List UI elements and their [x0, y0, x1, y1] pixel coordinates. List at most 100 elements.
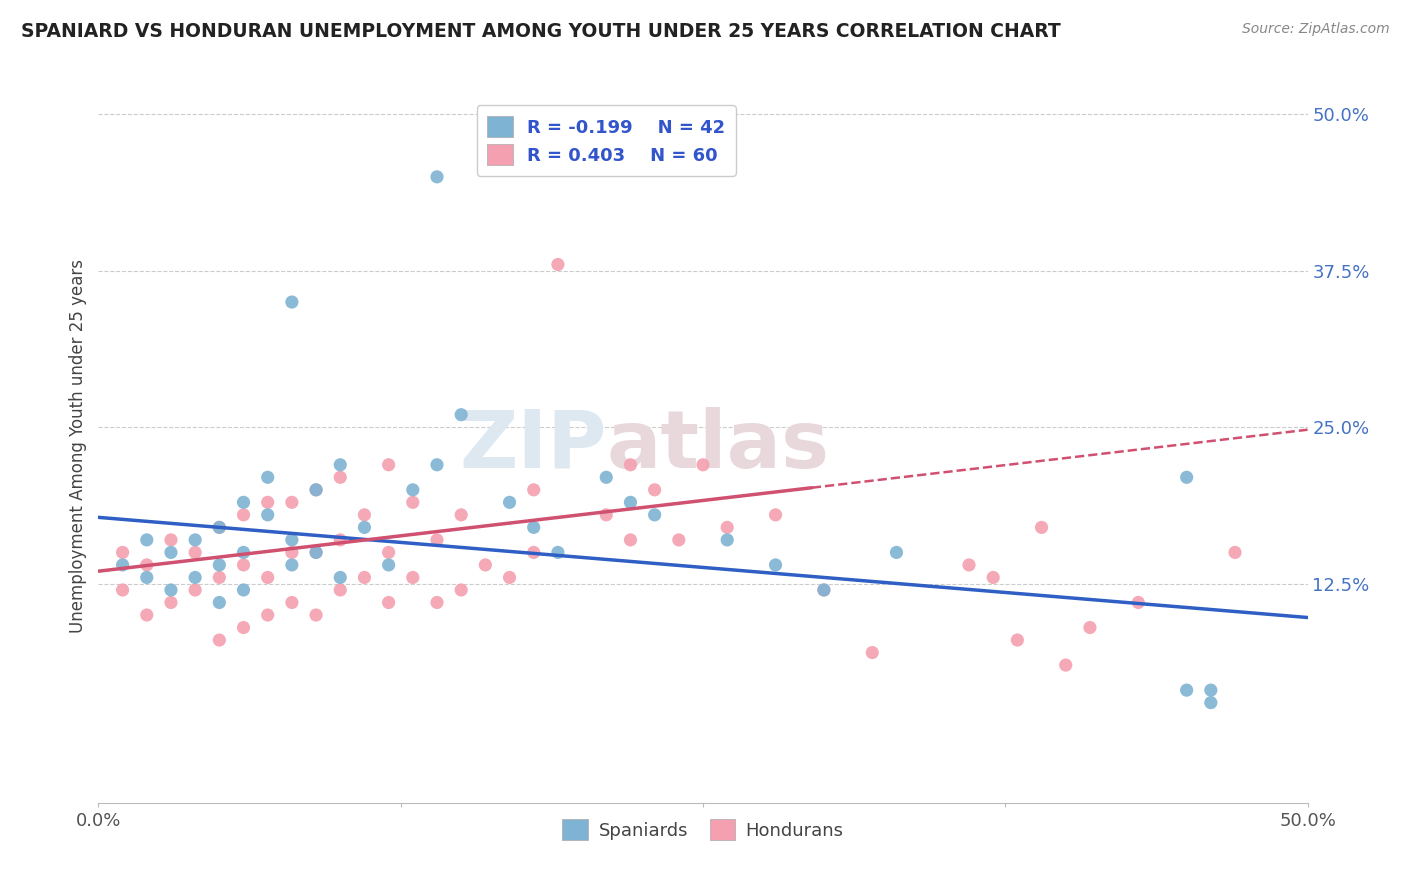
Point [232, 558, 254, 572]
Point [981, 570, 1004, 584]
Point [716, 533, 738, 547]
Point [377, 458, 399, 472]
Point [305, 545, 328, 559]
Point [813, 582, 835, 597]
Point [402, 495, 425, 509]
Point [1199, 696, 1222, 710]
Point [644, 483, 666, 497]
Point [232, 495, 254, 509]
Point [1175, 683, 1198, 698]
Point [619, 495, 641, 509]
Point [135, 558, 157, 572]
Point [619, 458, 641, 472]
Point [281, 533, 304, 547]
Point [377, 558, 399, 572]
Point [377, 595, 399, 609]
Point [329, 533, 352, 547]
Point [1031, 520, 1053, 534]
Point [377, 545, 399, 559]
Point [232, 508, 254, 522]
Point [208, 558, 231, 572]
Point [160, 582, 183, 597]
Point [256, 495, 278, 509]
Point [329, 458, 352, 472]
Point [450, 408, 472, 422]
Point [135, 533, 157, 547]
Point [402, 483, 425, 497]
Point [860, 646, 883, 660]
Point [305, 545, 328, 559]
Point [232, 621, 254, 635]
Point [426, 169, 449, 184]
Point [353, 508, 375, 522]
Point [692, 458, 714, 472]
Point [353, 570, 375, 584]
Point [886, 545, 908, 559]
Point [1223, 545, 1246, 559]
Point [184, 533, 207, 547]
Point [523, 545, 546, 559]
Point [547, 257, 569, 271]
Point [305, 607, 328, 622]
Point [256, 607, 278, 622]
Point [450, 508, 472, 522]
Point [256, 470, 278, 484]
Point [111, 582, 134, 597]
Point [329, 570, 352, 584]
Point [135, 570, 157, 584]
Point [232, 545, 254, 559]
Point [160, 545, 183, 559]
Point [232, 582, 254, 597]
Point [281, 545, 304, 559]
Point [1054, 658, 1077, 673]
Point [208, 520, 231, 534]
Point [160, 595, 183, 609]
Point [426, 458, 449, 472]
Point [160, 533, 183, 547]
Point [353, 520, 375, 534]
Text: ZIP: ZIP [458, 407, 606, 485]
Point [474, 558, 496, 572]
Point [208, 570, 231, 584]
Point [256, 508, 278, 522]
Point [523, 520, 546, 534]
Point [329, 582, 352, 597]
Point [716, 520, 738, 534]
Point [184, 545, 207, 559]
Point [305, 483, 328, 497]
Legend: Spaniards, Hondurans: Spaniards, Hondurans [555, 812, 851, 847]
Point [595, 508, 617, 522]
Point [619, 533, 641, 547]
Point [547, 545, 569, 559]
Point [256, 570, 278, 584]
Point [1175, 470, 1198, 484]
Point [281, 495, 304, 509]
Point [281, 295, 304, 310]
Point [184, 582, 207, 597]
Point [135, 607, 157, 622]
Point [208, 633, 231, 648]
Point [305, 483, 328, 497]
Point [281, 558, 304, 572]
Point [450, 582, 472, 597]
Point [498, 570, 520, 584]
Point [208, 595, 231, 609]
Text: Source: ZipAtlas.com: Source: ZipAtlas.com [1241, 22, 1389, 37]
Point [111, 545, 134, 559]
Point [184, 570, 207, 584]
Point [426, 533, 449, 547]
Y-axis label: Unemployment Among Youth under 25 years: Unemployment Among Youth under 25 years [69, 259, 87, 633]
Point [281, 595, 304, 609]
Point [208, 520, 231, 534]
Point [402, 570, 425, 584]
Point [329, 470, 352, 484]
Point [523, 483, 546, 497]
Point [765, 508, 787, 522]
Point [498, 495, 520, 509]
Point [668, 533, 690, 547]
Point [426, 595, 449, 609]
Point [595, 470, 617, 484]
Point [111, 558, 134, 572]
Point [644, 508, 666, 522]
Point [1078, 621, 1101, 635]
